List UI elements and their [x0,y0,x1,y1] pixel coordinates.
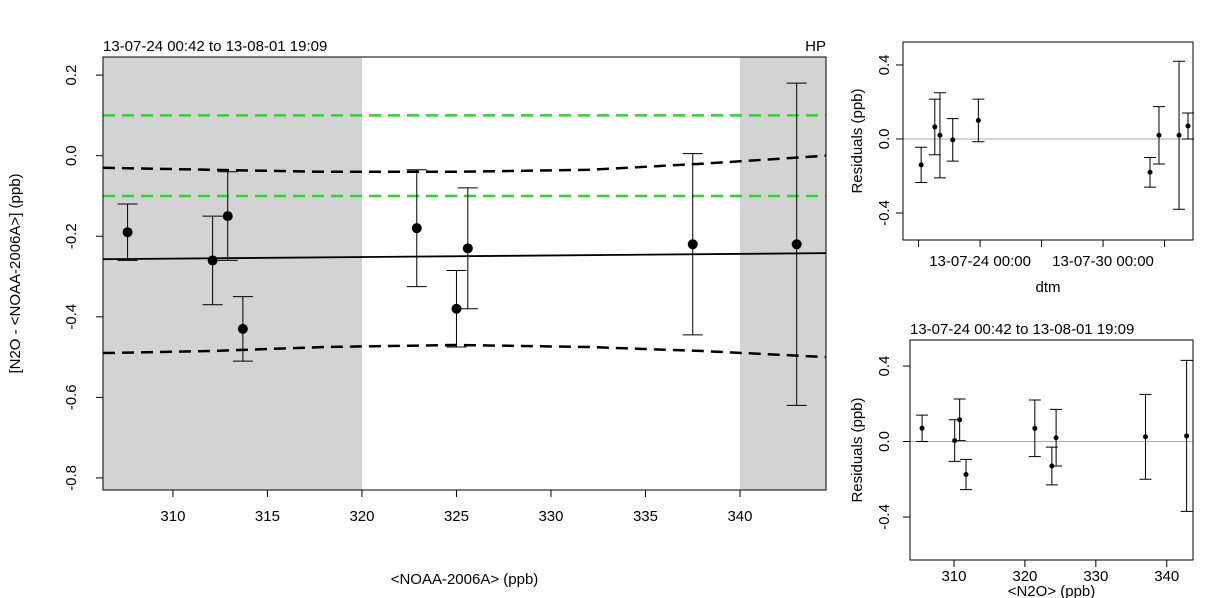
x-tick-label: 310 [160,508,185,525]
data-point [950,137,956,143]
x-tick-label: 340 [727,508,752,525]
y-tick-label: -0.4 [876,200,893,226]
data-point [411,223,422,234]
y-axis-label: Residuals (ppb) [849,397,866,502]
data-point [237,323,248,334]
x-tick-label: 320 [349,508,374,525]
data-point [1156,132,1162,138]
y-tick-label: 0.0 [876,431,893,452]
data-point [937,132,943,138]
y-tick-label: -0.2 [63,223,80,249]
x-tick-label: 335 [633,508,658,525]
y-axis-label: [N2O - <NOAA-2006A>] (ppb) [7,173,24,373]
shaded-region [739,57,826,490]
y-tick-label: -0.6 [63,384,80,410]
plot-title: 13-07-24 00:42 to 13-08-01 19:09 [103,38,327,55]
y-tick-label: -0.4 [63,304,80,330]
data-point [1142,434,1148,440]
data-point [1147,169,1153,175]
x-axis-label: <N2O> (ppb) [1008,583,1096,598]
data-point [451,303,462,314]
data-point [918,162,924,168]
corner-label: HP [805,38,826,55]
data-point [963,472,969,478]
data-point [207,255,218,266]
data-point [1176,132,1182,138]
x-tick-label: 330 [538,508,563,525]
plot-frame [902,41,1194,241]
data-point [791,239,802,250]
x-tick-label: 325 [444,508,469,525]
band-line [102,154,827,174]
data-point [122,227,133,238]
plot-frame [102,56,827,491]
data-point [687,239,698,250]
data-point [462,243,473,254]
data-point [975,117,981,123]
y-tick-label: 0.4 [876,55,893,76]
x-tick-label: 315 [255,508,280,525]
y-tick-label: 0.4 [876,356,893,377]
y-tick-label: -0.8 [63,465,80,491]
x-tick-label: 13-07-24 00:00 [929,253,1031,270]
plot-title: 13-07-24 00:42 to 13-08-01 19:09 [910,321,1134,338]
x-tick-label: 320 [1012,568,1037,585]
y-tick-label: 0.0 [876,129,893,150]
x-axis-label: dtm [1035,279,1060,296]
data-point [932,124,938,130]
data-point [1053,435,1059,441]
x-axis-label: <NOAA-2006A> (ppb) [391,571,539,588]
x-tick-label: 330 [1083,568,1108,585]
data-point [919,425,925,431]
x-tick-label: 310 [941,568,966,585]
data-point [957,417,963,423]
band-line [102,252,827,261]
data-point [1184,433,1190,439]
y-tick-label: -0.4 [876,504,893,530]
shaded-region [103,57,362,490]
x-tick-label: 340 [1154,568,1179,585]
x-tick-label: 13-07-30 00:00 [1052,253,1154,270]
y-tick-label: 0.0 [63,145,80,166]
y-tick-label: 0.2 [63,65,80,86]
plot-frame [909,339,1194,561]
data-point [1185,123,1191,129]
data-point [1032,425,1038,431]
y-axis-label: Residuals (ppb) [849,88,866,193]
data-point [222,211,233,222]
